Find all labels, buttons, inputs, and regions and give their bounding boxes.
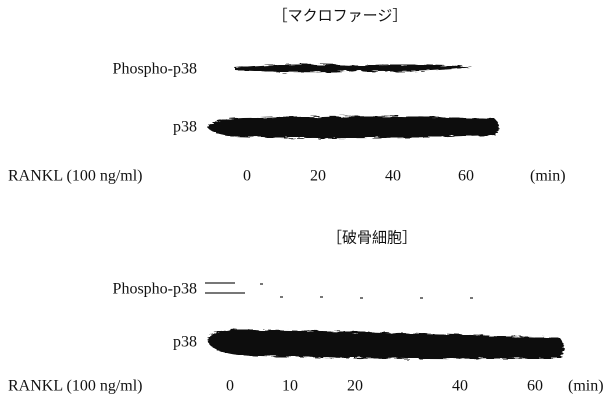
time-unit: (min) bbox=[530, 168, 566, 185]
treatment-label: RANKL (100 ng/ml) bbox=[8, 168, 143, 185]
time-unit: (min) bbox=[568, 378, 604, 395]
time-label: 20 bbox=[310, 168, 326, 185]
panel-title: ［マクロファージ］ bbox=[273, 7, 408, 25]
blot-figure: ［マクロファージ］ Phospho-p38 p38 RANKL (100 ng/… bbox=[0, 0, 613, 401]
time-label: 0 bbox=[226, 378, 234, 395]
time-label: 60 bbox=[527, 378, 543, 395]
row-label: p38 bbox=[173, 119, 197, 136]
treatment-label: RANKL (100 ng/ml) bbox=[8, 378, 143, 395]
time-label: 60 bbox=[458, 168, 474, 185]
band bbox=[207, 116, 499, 138]
row-label: Phospho-p38 bbox=[113, 61, 197, 78]
row-label: Phospho-p38 bbox=[113, 281, 197, 298]
band bbox=[207, 329, 564, 359]
panel-title: ［破骨細胞］ bbox=[327, 229, 417, 247]
row-label: p38 bbox=[173, 334, 197, 351]
band bbox=[235, 64, 475, 72]
time-label: 40 bbox=[385, 168, 401, 185]
faint-band bbox=[205, 282, 473, 299]
time-label: 20 bbox=[347, 378, 363, 395]
time-label: 10 bbox=[282, 378, 298, 395]
time-label: 0 bbox=[243, 168, 251, 185]
time-label: 40 bbox=[452, 378, 468, 395]
